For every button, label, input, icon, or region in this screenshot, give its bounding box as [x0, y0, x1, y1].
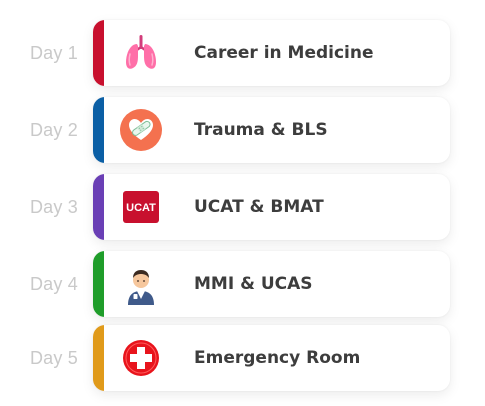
day-label: Day 1 — [29, 42, 78, 63]
session-title: Emergency Room — [194, 348, 361, 368]
day-label: Day 2 — [29, 119, 78, 140]
accent-bar — [93, 20, 104, 86]
session-title: UCAT & BMAT — [194, 197, 324, 217]
accent-bar — [93, 174, 104, 240]
accent-bar — [93, 251, 104, 317]
session-card-trauma-bls[interactable]: Trauma & BLS — [93, 97, 450, 163]
day-label: Day 3 — [29, 196, 78, 217]
session-card-career-in-medicine[interactable]: Career in Medicine — [93, 20, 450, 86]
ucat-logo-icon: UCAT — [123, 191, 159, 223]
heart-bandage-icon — [120, 109, 162, 151]
accent-bar — [93, 325, 104, 391]
lungs-icon — [126, 35, 156, 69]
session-title: Career in Medicine — [194, 43, 374, 63]
session-title: MMI & UCAS — [194, 274, 313, 294]
schedule-row-day-1: Day 1 Career in Medicine — [0, 20, 485, 86]
accent-bar — [93, 97, 104, 163]
session-title: Trauma & BLS — [194, 120, 328, 140]
medical-cross-icon — [123, 340, 159, 376]
day-label: Day 4 — [29, 273, 78, 294]
doctor-avatar-icon — [128, 270, 154, 305]
ucat-logo-text: UCAT — [126, 202, 156, 214]
schedule-row-day-4: Day 4 MMI & UCAS — [0, 251, 485, 317]
session-card-mmi-ucas[interactable]: MMI & UCAS — [93, 251, 450, 317]
schedule-row-day-5: Day 5 Emergency Room — [0, 325, 485, 391]
schedule-row-day-2: Day 2 Trauma & BLS — [0, 97, 485, 163]
session-card-emergency-room[interactable]: Emergency Room — [93, 325, 450, 391]
session-card-ucat-bmat[interactable]: UCAT UCAT & BMAT — [93, 174, 450, 240]
day-label: Day 5 — [29, 347, 78, 368]
schedule-row-day-3: Day 3 UCAT UCAT & BMAT — [0, 174, 485, 240]
